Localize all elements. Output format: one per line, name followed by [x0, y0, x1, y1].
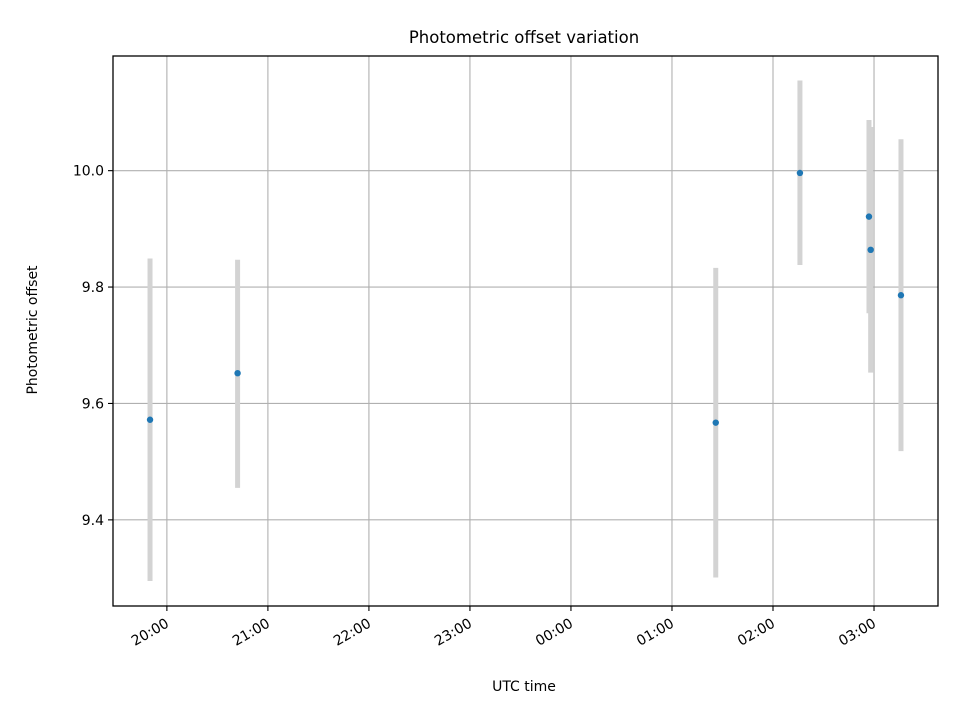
x-tick-label: 03:00 [836, 616, 879, 650]
x-tick-label: 21:00 [230, 616, 273, 650]
x-tick-label: 22:00 [331, 616, 374, 650]
x-tick-label: 02:00 [735, 616, 778, 650]
data-point [867, 246, 874, 254]
y-tick-label: 9.4 [82, 513, 104, 529]
x-tick-label: 01:00 [634, 616, 677, 650]
x-tick-label: 23:00 [432, 616, 475, 650]
axis-ticks: 20:00 21:00 22:00 23:00 00:00 01:00 02:00 03:00… [73, 164, 879, 650]
error-bars [147, 80, 904, 581]
x-tick-label: 00:00 [533, 616, 576, 650]
x-tick-label: 20:00 [129, 616, 172, 650]
data-point [712, 419, 719, 426]
y-tick-label: 10.0 [73, 164, 104, 180]
data-point [865, 213, 873, 220]
x-axis-label: UTC time [492, 679, 556, 695]
data-point [146, 416, 154, 423]
y-tick-label: 9.6 [82, 396, 104, 412]
plot-frame [112, 55, 939, 607]
data-point [234, 369, 241, 377]
data-point [897, 292, 905, 299]
chart-title: Photometric offset variation [409, 28, 639, 47]
y-tick-label: 9.8 [82, 280, 104, 296]
data-point [796, 169, 804, 177]
y-axis-label: Photometric offset [25, 265, 41, 395]
data-points [146, 169, 905, 426]
grid-lines [113, 56, 938, 606]
